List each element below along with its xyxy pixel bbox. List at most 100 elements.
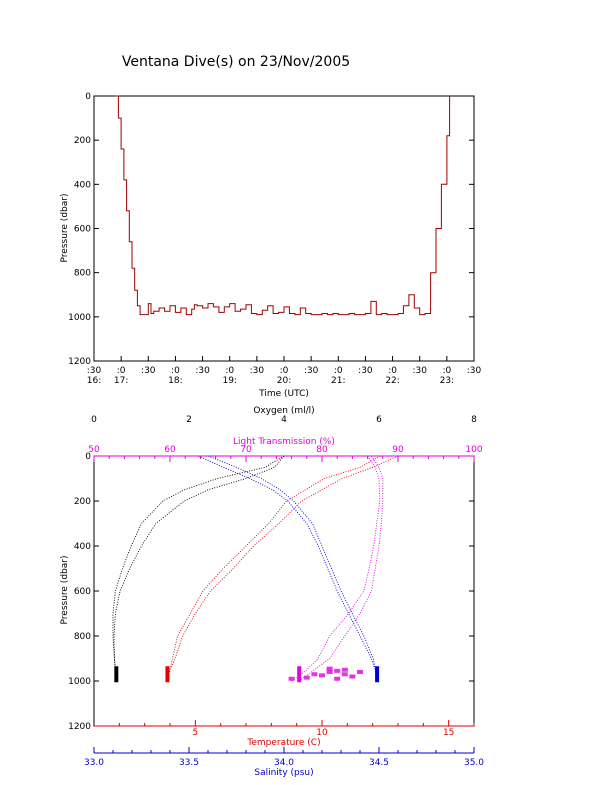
light-bottom-cluster — [297, 666, 302, 683]
bottom-y-tick-label: 600 — [74, 587, 91, 597]
salinity-tick-label: 33.0 — [84, 758, 104, 768]
top-x-axis: :30:0:30:0:30:0:30:0:30:0:30:0:30:0:3016… — [87, 356, 482, 386]
salinity-tick-label: 35.0 — [464, 758, 484, 768]
temperature-tick-label: 10 — [316, 728, 328, 738]
top-x-tick-label: :30 — [195, 366, 210, 376]
top-y-axis: 0 200 400 600 800 1000 1200 — [68, 92, 474, 367]
light-tick-label: 80 — [316, 445, 328, 455]
top-y-tick-label: 1200 — [68, 357, 91, 367]
temperature-profile-line — [167, 455, 381, 682]
oxygen-tick-label: 4 — [281, 415, 287, 425]
salinity-tick-label: 34.5 — [369, 758, 389, 768]
bottom-y-axis: 0 200 400 600 800 1000 1200 — [68, 452, 474, 732]
light-scatter-point — [349, 674, 356, 679]
salinity-bottom-cluster — [375, 666, 380, 683]
light-tick-label: 90 — [392, 445, 404, 455]
salinity-tick-label: 34.0 — [274, 758, 294, 768]
top-y-tick-label: 400 — [74, 180, 91, 190]
light-scatter-point — [341, 672, 348, 677]
light-scatter-point — [319, 673, 325, 678]
light-axis-label: Light Transmission (%) — [233, 437, 335, 447]
oxygen-tick-label: 2 — [186, 415, 192, 425]
temperature-tick-label: 15 — [443, 728, 454, 738]
bottom-y-tick-label: 800 — [74, 632, 91, 642]
top-x-hour-label: 22: — [385, 376, 399, 386]
temperature-profile-line — [167, 455, 399, 682]
oxygen-tick-label: 0 — [91, 415, 97, 425]
chart-title: Ventana Dive(s) on 23/Nov/2005 — [122, 54, 350, 70]
salinity-tick-label: 33.5 — [179, 758, 199, 768]
salinity-profile-line — [207, 455, 378, 682]
light-scatter-point — [311, 672, 318, 677]
light-scatter-point — [288, 676, 295, 681]
bottom-y-tick-label: 1200 — [68, 722, 91, 732]
oxygen-axis: 0 2 4 6 8 — [91, 415, 477, 425]
light-scatter-point — [326, 666, 333, 671]
top-x-hour-label: 21: — [331, 376, 345, 386]
top-y-tick-label: 1000 — [68, 313, 91, 323]
top-x-tick-label: :0 — [442, 366, 451, 376]
light-transmission-axis: 50 60 70 80 90 100 — [88, 445, 483, 462]
top-x-tick-label: :30 — [467, 366, 482, 376]
light-profile-line — [298, 455, 384, 682]
light-scatter-point — [303, 675, 310, 680]
top-x-tick-label: :0 — [171, 366, 180, 376]
top-x-hour-label: 20: — [277, 376, 291, 386]
oxygen-tick-label: 6 — [376, 415, 382, 425]
temperature-axis: 5 10 15 — [94, 720, 475, 738]
top-plot-frame — [93, 95, 475, 362]
bottom-y-tick-label: 0 — [85, 452, 91, 462]
top-x-tick-label: :0 — [225, 366, 234, 376]
top-y-tick-label: 0 — [85, 92, 91, 102]
top-x-tick-label: :30 — [87, 366, 102, 376]
top-x-tick-label: :0 — [334, 366, 343, 376]
bottom-plot-frame — [93, 455, 475, 727]
top-y-tick-label: 200 — [74, 136, 91, 146]
bottom-y-axis-label: Pressure (dbar) — [60, 556, 70, 625]
light-tick-label: 100 — [465, 445, 482, 455]
light-scatter-point — [326, 670, 333, 674]
light-tick-label: 60 — [164, 445, 176, 455]
profile-chart: 0 200 400 600 800 1000 1200 0 2 4 6 8 50 60 70 80 90 10… — [60, 406, 484, 778]
light-tick-label: 70 — [240, 445, 252, 455]
oxygen-tick-label: 8 — [471, 415, 477, 425]
top-x-tick-label: :0 — [117, 366, 126, 376]
top-x-tick-label: :30 — [250, 366, 265, 376]
light-profile-line — [291, 455, 381, 682]
oxygen-bottom-cluster — [114, 666, 119, 683]
dive-pressure-time-chart: 0 200 400 600 800 1000 1200 :30 :0 :30 :0 :30 :0 :30… — [60, 92, 482, 399]
light-scatter-point — [357, 670, 363, 674]
light-scatter-point — [341, 667, 348, 672]
top-x-hour-label: 18: — [168, 376, 182, 386]
top-x-hour-label: 19: — [222, 376, 236, 386]
top-y-tick-label: 800 — [74, 269, 91, 279]
top-x-axis-label: Time (UTC) — [258, 389, 309, 399]
top-x-tick-label: :30 — [304, 366, 319, 376]
oxygen-profile-line — [113, 455, 285, 682]
temperature-tick-label: 5 — [192, 728, 198, 738]
top-y-tick-label: 600 — [74, 225, 91, 235]
light-scatter-point — [334, 676, 341, 681]
top-x-tick-label: :0 — [388, 366, 397, 376]
oxygen-profile-line — [112, 455, 285, 682]
top-x-tick-label: :30 — [412, 366, 427, 376]
top-x-tick-label: :30 — [141, 366, 156, 376]
top-x-hour-label: 23: — [440, 376, 454, 386]
top-x-tick-label: :30 — [358, 366, 373, 376]
top-x-tick-label: :0 — [280, 366, 289, 376]
top-x-hour-label: 16: — [87, 376, 101, 386]
top-x-hour-label: 17: — [114, 376, 128, 386]
bottom-y-tick-label: 200 — [74, 497, 91, 507]
bottom-y-tick-label: 1000 — [68, 677, 91, 687]
temperature-bottom-cluster — [165, 666, 170, 683]
light-scatter-point — [334, 668, 341, 673]
profile-series — [112, 455, 399, 683]
light-tick-label: 50 — [88, 445, 100, 455]
salinity-profile-line — [198, 455, 378, 682]
salinity-axis: 33.0 33.5 34.0 34.5 35.0 — [84, 747, 484, 768]
top-y-axis-label: Pressure (dbar) — [60, 194, 70, 263]
temperature-axis-label: Temperature (C) — [246, 738, 320, 748]
bottom-y-tick-label: 400 — [74, 542, 91, 552]
dive-pressure-line — [115, 95, 451, 316]
